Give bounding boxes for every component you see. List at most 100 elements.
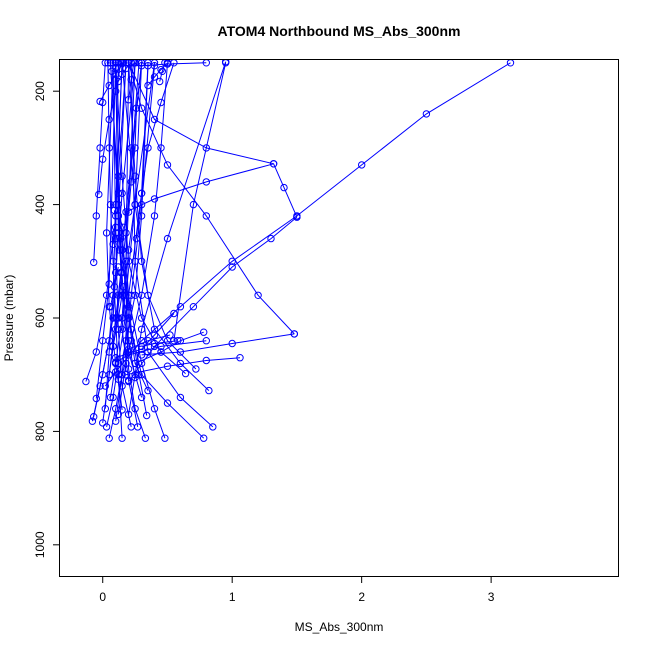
series-48 xyxy=(137,60,210,70)
data-point xyxy=(99,419,107,427)
series-43 xyxy=(95,60,125,199)
data-point xyxy=(290,330,298,338)
series-41 xyxy=(132,60,178,243)
data-point xyxy=(506,60,515,67)
data-point xyxy=(137,104,146,112)
series-51 xyxy=(170,60,230,345)
series-34 xyxy=(137,330,298,359)
series-line xyxy=(128,334,171,350)
data-point xyxy=(202,337,211,345)
series-57 xyxy=(109,206,120,249)
data-point xyxy=(119,223,128,232)
data-point xyxy=(82,377,90,386)
data-point xyxy=(119,291,128,299)
data-point xyxy=(99,155,107,163)
data-point xyxy=(163,362,172,370)
data-point xyxy=(202,212,211,220)
series-line xyxy=(121,62,197,370)
data-point xyxy=(150,331,159,339)
data-point xyxy=(106,303,115,311)
data-point xyxy=(163,234,172,243)
data-point xyxy=(144,81,152,90)
data-point xyxy=(202,178,211,186)
series-25 xyxy=(114,61,152,383)
data-point xyxy=(228,263,236,271)
data-point xyxy=(114,325,123,333)
data-point xyxy=(269,160,278,168)
data-point xyxy=(158,67,167,76)
data-point xyxy=(163,161,172,169)
data-point xyxy=(106,393,115,402)
data-point xyxy=(189,200,198,209)
series-49 xyxy=(108,60,122,76)
data-point xyxy=(137,351,146,359)
data-point xyxy=(124,345,133,353)
data-point xyxy=(170,309,178,318)
data-point xyxy=(105,434,113,442)
data-point xyxy=(92,212,101,220)
data-point xyxy=(118,434,126,442)
data-point xyxy=(110,206,119,215)
data-point xyxy=(176,348,185,356)
data-point xyxy=(150,212,159,220)
data-point xyxy=(174,337,182,345)
data-point xyxy=(112,417,120,425)
data-point xyxy=(101,405,110,413)
data-point xyxy=(131,291,139,299)
data-point xyxy=(124,314,133,322)
data-point xyxy=(127,178,135,186)
data-point xyxy=(267,234,275,243)
x-tick-label: 0 xyxy=(99,590,106,604)
x-axis: 0 1 2 3 xyxy=(99,576,495,604)
data-point xyxy=(124,337,133,345)
series-line xyxy=(128,62,135,100)
series-line xyxy=(128,62,298,218)
series-line xyxy=(125,163,274,213)
series-line xyxy=(98,62,122,195)
data-point xyxy=(205,386,213,395)
data-point xyxy=(112,368,120,376)
data-point xyxy=(114,375,123,383)
data-point xyxy=(137,189,146,198)
series-line xyxy=(125,62,148,416)
series-line xyxy=(128,62,295,335)
data-point xyxy=(114,410,123,419)
data-point xyxy=(132,104,141,112)
data-point xyxy=(109,314,117,322)
series-line xyxy=(141,62,207,67)
data-point xyxy=(124,377,133,386)
series-line xyxy=(108,62,168,439)
data-point xyxy=(144,337,152,345)
data-point xyxy=(109,240,117,249)
series-line xyxy=(141,340,178,347)
data-point xyxy=(200,328,208,336)
data-point xyxy=(124,96,133,104)
data-point xyxy=(422,110,431,118)
data-point xyxy=(358,161,366,169)
data-point xyxy=(202,144,211,152)
data-point xyxy=(102,423,111,431)
y-tick-label: 1000 xyxy=(33,531,47,558)
data-point xyxy=(127,144,135,152)
data-point xyxy=(176,393,185,402)
data-point xyxy=(112,358,120,366)
series-line xyxy=(173,62,227,341)
data-point xyxy=(119,283,128,291)
data-point xyxy=(90,413,98,421)
data-point xyxy=(131,359,139,368)
data-point xyxy=(122,337,130,345)
data-point xyxy=(137,314,146,322)
data-point xyxy=(150,405,159,413)
data-point xyxy=(200,434,208,442)
series-line xyxy=(116,272,122,319)
data-point xyxy=(163,399,172,407)
data-point xyxy=(254,291,262,299)
data-point xyxy=(222,60,230,67)
data-point xyxy=(157,65,165,74)
series-50 xyxy=(124,60,138,104)
data-point xyxy=(114,77,123,86)
data-point xyxy=(104,60,112,67)
data-point xyxy=(156,77,164,86)
data-point xyxy=(209,423,217,431)
